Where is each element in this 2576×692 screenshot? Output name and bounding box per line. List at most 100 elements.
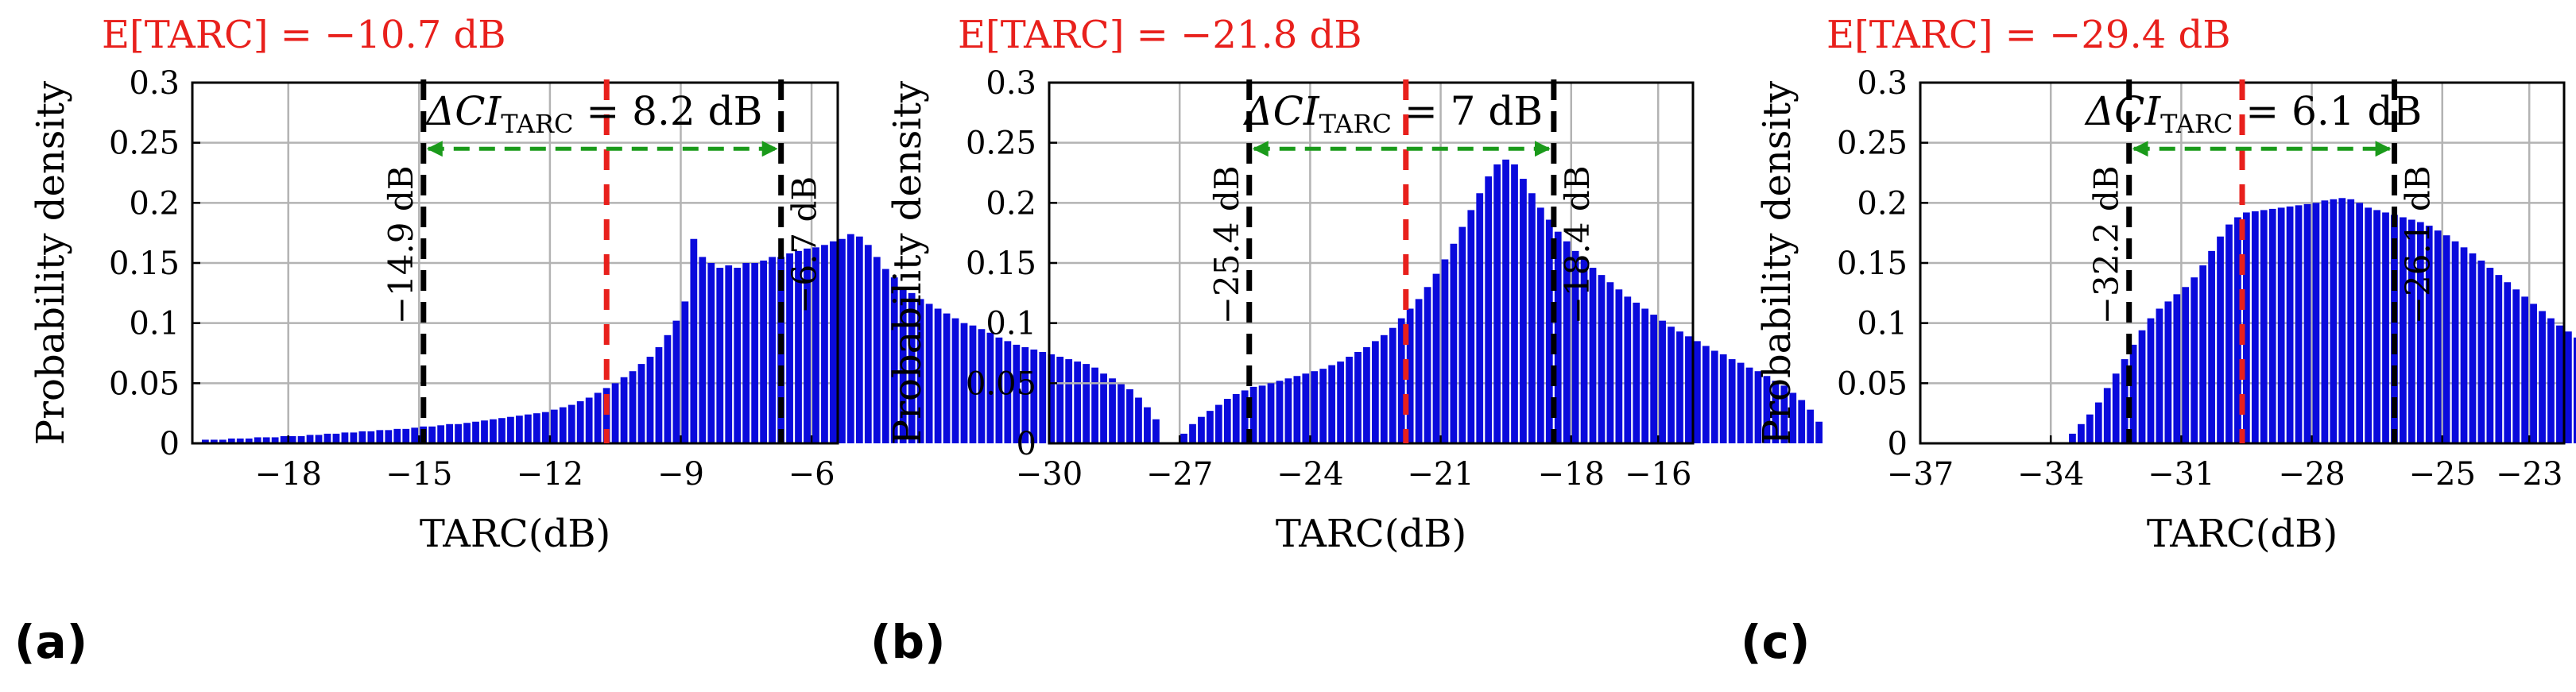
histogram-bar (1807, 409, 1815, 443)
histogram-bar (925, 303, 933, 443)
histogram-bar (681, 301, 689, 443)
histogram-bar (751, 263, 759, 443)
histogram-bar (2539, 311, 2546, 443)
histogram-bar (629, 371, 637, 443)
ci-width-label: ΔCITARC = 8.2 dB (424, 88, 762, 139)
histogram-bar (1135, 397, 1142, 443)
histogram-bar (2365, 207, 2372, 443)
histogram-bar (1276, 381, 1284, 443)
histogram-bar (864, 245, 872, 443)
histogram-bar (1415, 299, 1423, 443)
histogram-bar (2486, 268, 2494, 443)
histogram-bar (2347, 199, 2355, 443)
histogram-bar (2400, 217, 2407, 443)
histogram-bar (2164, 301, 2172, 443)
y-tick-label: 0.2 (1857, 185, 1908, 222)
histogram-bar (1258, 385, 1266, 443)
chart-panel-a: −18 −15 −12 −9 −600.050.10.150.20.250.3TARC(… (14, 13, 1160, 669)
histogram-bar (2103, 388, 2111, 443)
histogram-bar (707, 263, 715, 443)
histogram-bar (1189, 423, 1196, 443)
histogram-bar (760, 260, 768, 443)
histogram-bar (1563, 241, 1571, 443)
histogram-bar (1354, 351, 1362, 443)
y-tick-label: 0.15 (1837, 245, 1908, 282)
histogram-bar (1152, 419, 1160, 443)
histogram-bar (2469, 253, 2477, 443)
histogram-bar (986, 332, 994, 443)
histogram-bar (830, 241, 837, 443)
y-tick-label: 0.15 (966, 245, 1036, 282)
x-tick-label: −30 (1016, 456, 1083, 493)
histogram-bar (341, 432, 349, 443)
x-tick-label: −18 (1538, 456, 1605, 493)
histogram-bar (742, 263, 750, 443)
histogram-bar (620, 377, 628, 443)
ci-subscript: TARC (1319, 109, 1392, 139)
x-tick-label: −18 (254, 456, 321, 493)
histogram-bar (2407, 219, 2415, 443)
histogram-bar (2321, 200, 2329, 443)
histogram-bar (289, 435, 296, 443)
histogram-bar (1502, 159, 1509, 443)
x-tick-label: −31 (2148, 456, 2214, 493)
y-tick-label: 0.1 (986, 306, 1036, 342)
histogram-bar (2147, 318, 2155, 443)
histogram-bar (490, 419, 497, 443)
histogram-bar (2312, 203, 2320, 444)
histogram-bar (769, 257, 776, 443)
histogram-bar (1606, 282, 1614, 443)
histogram-bar (2129, 344, 2137, 443)
histogram-bar (585, 397, 593, 443)
histogram-bar (2243, 212, 2250, 443)
histogram-bar (2234, 217, 2241, 443)
histogram-bar (1091, 367, 1098, 443)
x-tick-label: −34 (2017, 456, 2084, 493)
histogram-bar (2156, 308, 2163, 443)
histogram-bar (1493, 164, 1501, 443)
histogram-bar (1710, 350, 1718, 443)
histogram-bar (1441, 259, 1449, 443)
y-tick-label: 0.2 (986, 185, 1036, 222)
y-tick-label: 0.3 (986, 65, 1036, 102)
histogram-bar (2338, 198, 2346, 443)
ci-upper-label: −6.7 dB (785, 176, 824, 314)
x-tick-label: −27 (1146, 456, 1213, 493)
y-tick-label: 0.1 (129, 306, 180, 342)
ci-delta-symbol: ΔCI (424, 88, 502, 134)
histogram-bar (2295, 205, 2303, 443)
histogram-bar (201, 439, 209, 443)
histogram-bar (1100, 373, 1107, 443)
histogram-bar (1476, 193, 1484, 443)
histogram-bar (2504, 282, 2512, 443)
histogram-bar (2217, 236, 2224, 443)
x-tick-label: −24 (1276, 456, 1343, 493)
histogram-bar (2547, 318, 2555, 443)
histogram-bar (1328, 365, 1336, 443)
histogram-bar (2477, 260, 2485, 443)
histogram-bar (2112, 373, 2120, 443)
histogram-bar (2573, 337, 2576, 443)
histogram-bar (725, 265, 733, 443)
histogram-bar (236, 438, 244, 443)
histogram-bar (1450, 243, 1458, 443)
histogram-bar (2191, 277, 2198, 443)
histogram-bar (2330, 199, 2338, 443)
histogram-bar (533, 413, 540, 443)
x-axis-label: TARC(dB) (1276, 512, 1466, 556)
histogram-bar (1624, 296, 1632, 443)
histogram-bar (481, 420, 488, 443)
y-axis-label: Probability density (885, 81, 930, 445)
chart-title: E[TARC] = −21.8 dB (958, 13, 1362, 57)
panel-label: (b) (870, 615, 946, 669)
x-axis-label: TARC(dB) (420, 512, 610, 556)
histogram-bar (2512, 289, 2520, 443)
histogram-bar (411, 427, 419, 443)
histogram-bar (306, 435, 314, 443)
histogram-bar (2460, 247, 2468, 443)
y-tick-label: 0.25 (1837, 126, 1908, 162)
histogram-bar (2268, 208, 2276, 443)
ci-upper-label: −26.1 dB (2399, 165, 2438, 324)
histogram-bar (960, 323, 968, 443)
histogram-bar (1641, 308, 1649, 443)
